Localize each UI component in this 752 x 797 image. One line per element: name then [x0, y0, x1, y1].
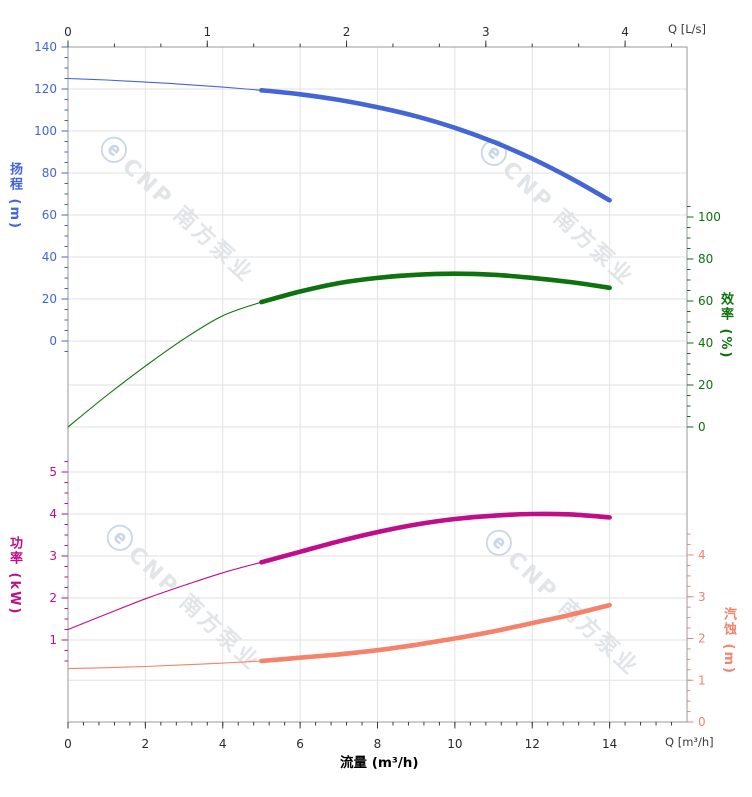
- tick-label: 5: [49, 465, 57, 479]
- flow-axis-label: 流量 (m³/h): [340, 755, 419, 771]
- gridlines: [68, 47, 687, 722]
- tick-label: 120: [34, 82, 57, 96]
- flow-top-axis: [67, 40, 672, 47]
- head-axis-title: 扬程 (m): [7, 162, 22, 230]
- series-汽蚀: [67, 602, 612, 670]
- tick-label: 2: [343, 25, 351, 39]
- tick-label: 3: [49, 549, 57, 563]
- head-axis: [61, 46, 68, 352]
- series-扬程: [67, 77, 612, 203]
- tick-label: 3: [482, 25, 490, 39]
- tick-label: 10: [447, 737, 462, 751]
- tick-label: 80: [42, 166, 57, 180]
- tick-label: 0: [64, 25, 72, 39]
- series-功率: [67, 511, 612, 631]
- tick-label: 1: [203, 25, 211, 39]
- bottom-flow-unit-label: Q [m³/h]: [665, 735, 714, 749]
- tick-label: 2: [142, 737, 150, 751]
- tick-label: 0: [698, 715, 706, 729]
- tick-label: 40: [42, 250, 57, 264]
- tick-label: 60: [698, 294, 713, 308]
- power-axis: [61, 461, 68, 662]
- tick-label: 140: [34, 40, 57, 54]
- tick-label: 2: [49, 591, 57, 605]
- power-axis-title: 功率 (kW): [7, 536, 22, 616]
- series-效率: [67, 271, 612, 428]
- tick-label: 8: [374, 737, 382, 751]
- tick-label: 0: [698, 420, 706, 434]
- tick-label: 4: [698, 548, 706, 562]
- tick-label: 2: [698, 632, 706, 646]
- tick-label: 40: [698, 336, 713, 350]
- tick-label: 60: [42, 208, 57, 222]
- efficiency-axis-title: 效率 (%): [718, 292, 733, 360]
- tick-label: 20: [698, 378, 713, 392]
- eff-axis: [687, 206, 694, 428]
- flow-bottom-axis: [67, 722, 673, 729]
- tick-label: 100: [34, 124, 57, 138]
- npsh-axis: [687, 533, 694, 723]
- tick-label: 20: [42, 292, 57, 306]
- tick-label: 100: [698, 210, 721, 224]
- tick-label: 6: [296, 737, 304, 751]
- tick-label: 80: [698, 252, 713, 266]
- tick-label: 12: [525, 737, 540, 751]
- tick-label: 14: [602, 737, 617, 751]
- tick-label: 3: [698, 590, 706, 604]
- tick-label: 0: [49, 334, 57, 348]
- tick-label: 0: [64, 737, 72, 751]
- top-flow-unit-label: Q [L/s]: [668, 22, 706, 36]
- tick-label: 4: [621, 25, 629, 39]
- tick-label: 1: [698, 673, 706, 687]
- tick-label: 4: [49, 507, 57, 521]
- tick-label: 1: [49, 633, 57, 647]
- npsh-axis-title: 汽蚀 (m): [721, 607, 736, 675]
- tick-label: 4: [219, 737, 227, 751]
